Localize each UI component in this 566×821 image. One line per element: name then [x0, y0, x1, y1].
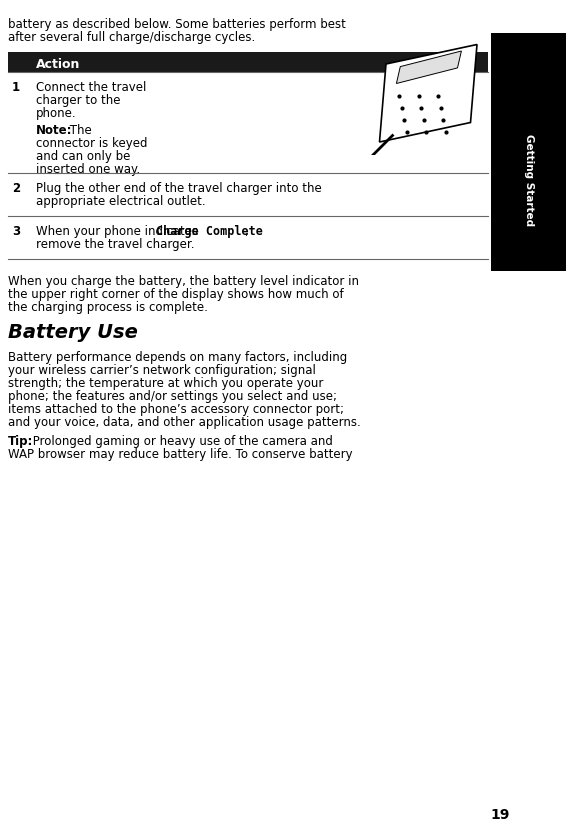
- Text: connector is keyed: connector is keyed: [36, 137, 148, 150]
- Text: Action: Action: [36, 57, 80, 71]
- Text: Charge Complete: Charge Complete: [156, 225, 263, 238]
- Text: When your phone indicates: When your phone indicates: [36, 225, 202, 238]
- Text: the charging process is complete.: the charging process is complete.: [8, 301, 208, 314]
- Text: phone; the features and/or settings you select and use;: phone; the features and/or settings you …: [8, 390, 337, 403]
- Text: 2: 2: [12, 182, 20, 195]
- Text: 19: 19: [490, 808, 509, 821]
- Text: charger to the: charger to the: [36, 94, 121, 107]
- Text: 1: 1: [12, 81, 20, 94]
- Text: battery as described below. Some batteries perform best: battery as described below. Some batteri…: [8, 18, 346, 31]
- Polygon shape: [379, 44, 477, 142]
- Text: items attached to the phone’s accessory connector port;: items attached to the phone’s accessory …: [8, 403, 344, 416]
- Text: inserted one way.: inserted one way.: [36, 163, 140, 176]
- Text: Connect the travel: Connect the travel: [36, 81, 147, 94]
- Text: strength; the temperature at which you operate your: strength; the temperature at which you o…: [8, 377, 323, 390]
- Text: Battery performance depends on many factors, including: Battery performance depends on many fact…: [8, 351, 348, 364]
- Text: the upper right corner of the display shows how much of: the upper right corner of the display sh…: [8, 288, 344, 301]
- Polygon shape: [396, 51, 461, 84]
- Text: remove the travel charger.: remove the travel charger.: [36, 238, 195, 251]
- Text: WAP browser may reduce battery life. To conserve battery: WAP browser may reduce battery life. To …: [8, 448, 353, 461]
- Text: and your voice, data, and other application usage patterns.: and your voice, data, and other applicat…: [8, 416, 361, 429]
- Text: When you charge the battery, the battery level indicator in: When you charge the battery, the battery…: [8, 275, 359, 288]
- Text: and can only be: and can only be: [36, 150, 130, 163]
- Text: appropriate electrical outlet.: appropriate electrical outlet.: [36, 195, 205, 208]
- Text: Note:: Note:: [36, 124, 72, 137]
- Text: The: The: [66, 124, 92, 137]
- Text: Tip:: Tip:: [8, 435, 33, 448]
- Text: Plug the other end of the travel charger into the: Plug the other end of the travel charger…: [36, 182, 321, 195]
- Text: after several full charge/discharge cycles.: after several full charge/discharge cycl…: [8, 31, 255, 44]
- Text: Prolonged gaming or heavy use of the camera and: Prolonged gaming or heavy use of the cam…: [29, 435, 333, 448]
- Text: ,: ,: [244, 225, 248, 238]
- Text: phone.: phone.: [36, 107, 76, 120]
- Text: Getting Started: Getting Started: [524, 135, 534, 227]
- Text: your wireless carrier’s network configuration; signal: your wireless carrier’s network configur…: [8, 364, 316, 377]
- Text: Battery Use: Battery Use: [8, 323, 138, 342]
- Text: 3: 3: [12, 225, 20, 238]
